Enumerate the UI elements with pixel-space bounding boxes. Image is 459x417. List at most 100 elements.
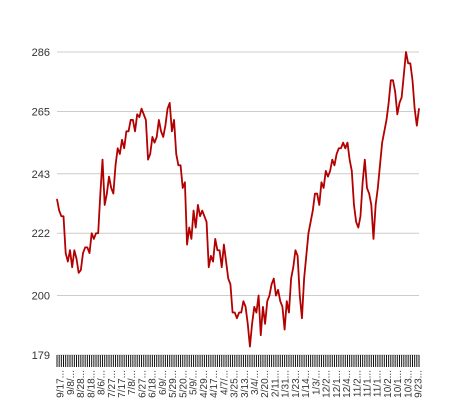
data-point [299,294,301,297]
data-point [379,164,381,166]
x-tick-labels: 9/17... 9/8/... 8/28... 8/18... 8/6/... 7/27.… [56,370,425,398]
data-point [119,153,121,155]
data-point [95,232,97,234]
data-point [294,249,297,251]
data-point [368,192,370,195]
data-point [292,266,294,268]
x-tick-marks [56,355,420,367]
data-point [385,119,388,121]
data-point [179,164,182,166]
data-point [340,147,342,149]
data-point [231,311,234,314]
data-point [214,238,216,240]
data-point [383,130,385,132]
x-tick-label: 4/7/... [219,370,230,395]
data-point [210,255,212,257]
x-tick-label: 3/13... [240,370,251,398]
data-point [58,209,60,212]
data-point [108,175,110,178]
data-point [273,277,275,280]
data-point [104,204,106,206]
data-point [212,260,214,263]
data-point [153,142,156,144]
data-point [392,79,394,81]
x-tick-label: 10/1... [393,370,404,398]
data-point [86,246,88,248]
x-tick-label: 2/20... [260,370,271,398]
data-point [197,204,199,206]
data-point [60,215,62,217]
data-point [310,221,312,223]
data-point [318,204,320,206]
data-point [331,159,333,161]
data-point [218,249,221,251]
x-tick-label: 5/29... [168,370,179,398]
data-point [290,277,292,280]
data-point [149,153,151,155]
data-point [260,334,262,336]
x-tick-label: 7/17... [117,370,128,398]
x-tick-label: 1/31... [281,370,292,398]
data-point [78,272,80,274]
x-tick-label: 11/1... [373,370,384,397]
data-point [140,108,143,110]
data-point [156,136,158,138]
data-point [323,187,325,189]
data-point [247,323,249,325]
y-tick-label: 243 [32,169,50,181]
data-point [396,113,398,115]
x-tick-label: 3/25... [230,370,241,398]
data-point [377,187,379,189]
data-point [297,255,299,257]
x-tick-label: 5/20... [178,370,189,398]
data-point [264,323,266,325]
data-point [314,192,316,195]
data-point [114,164,117,166]
data-point [229,283,232,285]
data-point [184,181,186,183]
x-tick-label: 2/11... [270,370,281,397]
data-point [407,62,409,64]
data-point [353,204,355,206]
data-point [284,328,286,331]
data-point [268,294,271,297]
data-point [112,192,114,195]
data-point [182,187,184,189]
data-point [186,243,188,246]
data-point [195,226,197,229]
data-point [394,91,396,93]
data-point [266,300,268,302]
data-point [93,238,95,240]
x-tick-label: 7/8/... [127,370,138,395]
data-point [216,249,219,251]
data-point [388,102,390,104]
data-point [127,130,130,132]
data-point [82,252,84,254]
data-point [305,255,307,257]
data-point [316,192,318,195]
data-point [136,113,138,115]
data-point [147,159,149,161]
y-tick-label: 265 [32,106,50,118]
data-point [80,269,82,271]
data-point [101,159,104,161]
data-point [238,311,240,314]
series-layer [56,51,420,348]
data-point [277,289,279,291]
x-tick-label: 10/3... [403,370,414,398]
data-point [281,306,284,308]
data-point [69,249,71,251]
data-point [411,79,414,81]
x-tick-label: 6/18... [148,370,159,398]
data-point [130,119,132,121]
data-point [171,130,173,132]
data-point [390,79,392,81]
data-point [240,311,242,314]
data-point [205,221,208,223]
data-point [162,136,164,138]
data-point [333,164,336,166]
data-point [344,147,346,149]
x-tick-label: 7/27... [107,370,118,398]
